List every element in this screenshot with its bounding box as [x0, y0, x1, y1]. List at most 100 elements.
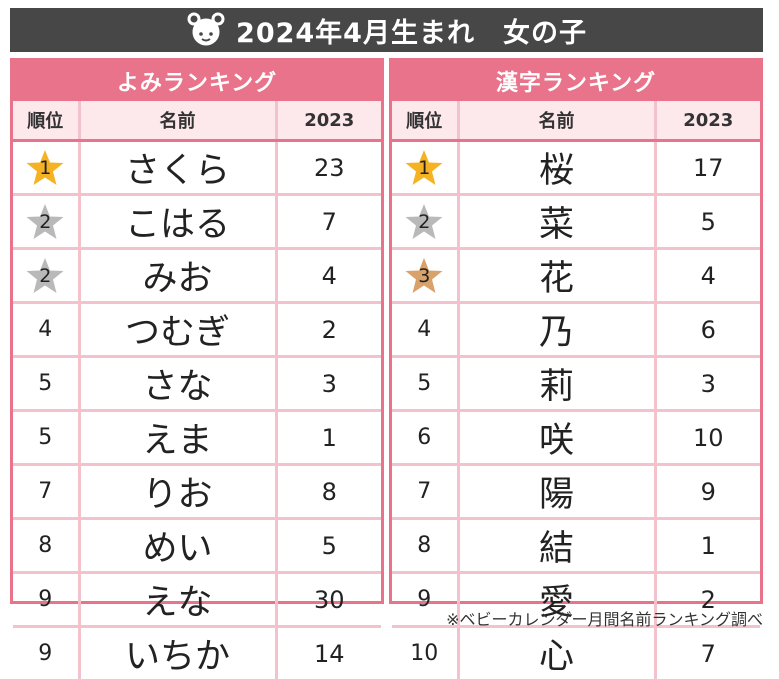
name-cell: 莉 [458, 357, 655, 411]
rank-value: 2 [25, 211, 65, 233]
girl-face-icon [186, 10, 226, 50]
rank-cell: 8 [392, 519, 458, 573]
rank-cell: 2 [392, 195, 458, 249]
count-2023-cell: 8 [276, 465, 381, 519]
count-2023-cell: 1 [276, 411, 381, 465]
rank-value: 1 [25, 157, 65, 179]
rank-cell: 9 [13, 573, 79, 627]
rank-cell: 7 [392, 465, 458, 519]
name-cell: 結 [458, 519, 655, 573]
gold-star-icon: 1 [404, 148, 444, 188]
rank-cell: 4 [392, 303, 458, 357]
source-footnote: ※ベビーカレンダー月間名前ランキング調べ [446, 606, 763, 630]
name-cell: 花 [458, 249, 655, 303]
rank-cell: 5 [13, 411, 79, 465]
column-header-name: 名前 [458, 101, 655, 141]
name-cell: 桜 [458, 141, 655, 195]
name-cell: めい [79, 519, 276, 573]
silver-star-icon: 2 [404, 202, 444, 242]
count-2023-cell: 5 [276, 519, 381, 573]
count-2023-cell: 7 [655, 627, 760, 679]
rank-cell: 1 [392, 141, 458, 195]
page-title: 2024年4月生まれ 女の子 [236, 11, 587, 50]
count-2023-cell: 3 [276, 357, 381, 411]
gold-star-icon: 1 [25, 148, 65, 188]
rank-cell: 7 [13, 465, 79, 519]
rank-value: 1 [404, 157, 444, 179]
count-2023-cell: 23 [276, 141, 381, 195]
column-header-rank: 順位 [13, 101, 79, 141]
rank-cell: 2 [13, 249, 79, 303]
rank-cell: 10 [392, 627, 458, 679]
name-cell: 咲 [458, 411, 655, 465]
count-2023-cell: 14 [276, 627, 381, 679]
rank-value: 3 [404, 265, 444, 287]
rank-cell: 6 [392, 411, 458, 465]
count-2023-cell: 9 [655, 465, 760, 519]
rank-cell: 1 [13, 141, 79, 195]
rank-cell: 8 [13, 519, 79, 573]
name-cell: 菜 [458, 195, 655, 249]
title-bar: 2024年4月生まれ 女の子 [10, 8, 763, 52]
count-2023-cell: 5 [655, 195, 760, 249]
count-2023-cell: 3 [655, 357, 760, 411]
count-2023-cell: 6 [655, 303, 760, 357]
bronze-star-icon: 3 [404, 256, 444, 296]
count-2023-cell: 7 [276, 195, 381, 249]
rank-cell: 2 [13, 195, 79, 249]
count-2023-cell: 10 [655, 411, 760, 465]
column-header-rank: 順位 [392, 101, 458, 141]
name-cell: えな [79, 573, 276, 627]
name-cell: つむぎ [79, 303, 276, 357]
name-cell: えま [79, 411, 276, 465]
rank-cell: 5 [392, 357, 458, 411]
name-cell: 心 [458, 627, 655, 679]
name-cell: みお [79, 249, 276, 303]
name-cell: さな [79, 357, 276, 411]
count-2023-cell: 4 [655, 249, 760, 303]
name-cell: 乃 [458, 303, 655, 357]
kanji-ranking-header: 漢字ランキング [392, 61, 760, 101]
name-cell: りお [79, 465, 276, 519]
count-2023-cell: 1 [655, 519, 760, 573]
name-cell: いちか [79, 627, 276, 679]
column-header-2023: 2023 [276, 101, 381, 141]
silver-star-icon: 2 [25, 256, 65, 296]
reading-ranking-header: よみランキング [13, 61, 381, 101]
rank-cell: 3 [392, 249, 458, 303]
rank-value: 2 [404, 211, 444, 233]
count-2023-cell: 17 [655, 141, 760, 195]
rank-cell: 5 [13, 357, 79, 411]
name-cell: 陽 [458, 465, 655, 519]
rank-value: 2 [25, 265, 65, 287]
name-cell: こはる [79, 195, 276, 249]
name-cell: さくら [79, 141, 276, 195]
column-header-name: 名前 [79, 101, 276, 141]
rank-cell: 9 [13, 627, 79, 679]
count-2023-cell: 30 [276, 573, 381, 627]
count-2023-cell: 2 [276, 303, 381, 357]
silver-star-icon: 2 [25, 202, 65, 242]
